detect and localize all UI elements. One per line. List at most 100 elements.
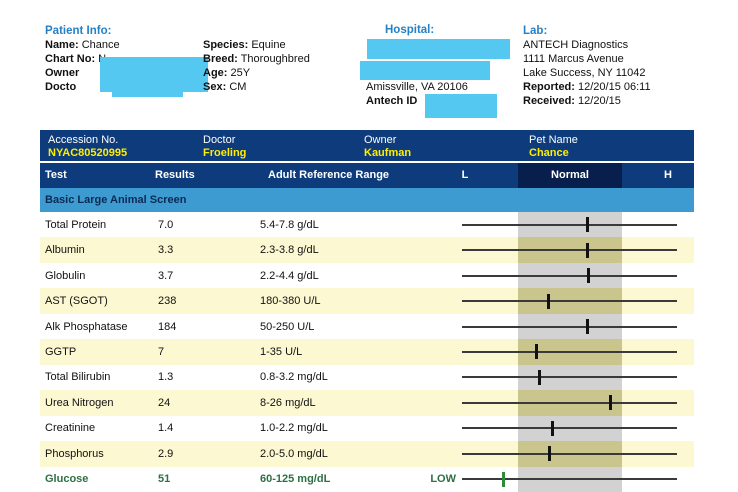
table-row: GGTP 7 1-35 U/L	[40, 339, 694, 365]
test-name: Total Protein	[45, 218, 107, 231]
result-tick	[586, 319, 590, 335]
table-row: Urea Nitrogen 24 8-26 mg/dL	[40, 390, 694, 416]
section-title-bar: Basic Large Animal Screen	[40, 188, 694, 212]
table-row: Total Protein 7.0 5.4-7.8 g/dL	[40, 212, 694, 238]
name-value: Chance	[81, 39, 120, 51]
results-rows: Total Protein 7.0 5.4-7.8 g/dL Albumin 3.3 2.…	[40, 212, 694, 492]
species-value: Equine	[251, 39, 286, 51]
range-line	[462, 452, 677, 455]
received-label: Received:	[523, 95, 575, 107]
sex-value: CM	[229, 81, 247, 93]
table-row: Total Bilirubin 1.3 0.8-3.2 mg/dL	[40, 364, 694, 391]
antech-id-redaction-box	[425, 94, 497, 118]
lab-address-1: 1111 Marcus Avenue	[523, 53, 624, 65]
patient-redaction-box-2	[112, 88, 183, 97]
reference-range: 1.0-2.2 mg/dL	[260, 422, 328, 435]
hospital-redaction-box-1	[367, 39, 510, 59]
reference-range: 60-125 mg/dL	[260, 473, 331, 486]
result-value: 3.7	[158, 269, 174, 282]
reference-range: 1-35 U/L	[260, 345, 303, 358]
received-value: 12/20/15	[578, 95, 621, 107]
accession-no-value: NYAC80520995	[48, 147, 128, 159]
result-tick	[551, 420, 555, 436]
name-label: Name:	[45, 39, 79, 51]
species-line: Species: Equine	[203, 38, 310, 52]
doctor-col-value: Froeling	[203, 147, 247, 159]
doctor-label: Docto	[45, 81, 77, 93]
result-tick	[587, 268, 591, 284]
table-row: Glucose 51 60-125 mg/dL LOW	[40, 466, 694, 492]
species-label: Species:	[203, 39, 249, 51]
results-column-header: Results	[155, 169, 195, 181]
table-row: Alk Phosphatase 184 50-250 U/L	[40, 313, 694, 340]
result-tick	[502, 471, 506, 487]
patient-info-block: Patient Info: Name: Chance Chart No: N O…	[45, 24, 120, 94]
result-value: 1.4	[158, 422, 174, 435]
breed-label: Breed:	[203, 53, 238, 65]
owner-col-label: Owner	[364, 134, 397, 146]
age-line: Age: 25Y	[203, 66, 310, 80]
pet-name-col-label: Pet Name	[529, 134, 578, 146]
test-name: Albumin	[45, 244, 85, 257]
result-tick	[585, 242, 589, 258]
patient-doctor-line: Docto	[45, 80, 120, 94]
reported-label: Reported:	[523, 81, 575, 93]
antech-id-label: Antech ID	[366, 95, 418, 107]
result-value: 24	[158, 396, 171, 409]
range-line	[462, 427, 677, 430]
result-value: 2.9	[158, 447, 174, 460]
lab-received-line: Received: 12/20/15	[523, 94, 651, 108]
range-line	[462, 376, 677, 379]
lab-block: Lab: ANTECH Diagnostics 1111 Marcus Aven…	[523, 24, 651, 108]
table-row: Albumin 3.3 2.3-3.8 g/dL	[40, 237, 694, 263]
hospital-heading: Hospital:	[385, 24, 435, 36]
reference-range: 0.8-3.2 mg/dL	[260, 371, 328, 384]
pet-name-col-value: Chance	[529, 147, 569, 159]
accession-no-label: Accession No.	[48, 134, 119, 146]
reference-range: 2.3-3.8 g/dL	[260, 244, 319, 257]
range-line	[462, 300, 677, 303]
range-line	[462, 350, 677, 353]
result-value: 3.3	[158, 244, 174, 257]
test-name: Phosphorus	[45, 447, 104, 460]
range-line	[462, 249, 677, 252]
patient-redaction-box	[100, 57, 208, 92]
sex-label: Sex:	[203, 81, 227, 93]
hospital-redaction-box-2	[360, 61, 490, 80]
test-name: AST (SGOT)	[45, 295, 108, 308]
result-tick	[585, 217, 589, 233]
result-tick	[538, 369, 542, 385]
reference-range: 8-26 mg/dL	[260, 396, 316, 409]
lab-address-2: Lake Success, NY 11042	[523, 67, 646, 79]
owner-col-value: Kaufman	[364, 147, 412, 159]
result-tick	[608, 395, 612, 411]
table-row: Creatinine 1.4 1.0-2.2 mg/dL	[40, 415, 694, 442]
accession-bar: Accession No. NYAC80520995 Doctor Froeli…	[40, 130, 694, 161]
result-value: 7	[158, 345, 165, 358]
patient-name-line: Name: Chance	[45, 38, 120, 52]
breed-line: Breed: Thoroughbred	[203, 52, 310, 66]
owner-label: Owner	[45, 67, 80, 79]
range-column-header: Adult Reference Range	[268, 169, 390, 181]
lab-reported-line: Reported: 12/20/15 06:11	[523, 80, 651, 94]
result-tick	[546, 293, 550, 309]
reference-range: 50-250 U/L	[260, 320, 315, 333]
range-line	[462, 223, 677, 226]
lab-heading: Lab:	[523, 25, 548, 37]
test-name: Globulin	[45, 269, 86, 282]
result-value: 238	[158, 295, 177, 308]
result-tick	[534, 344, 538, 360]
result-tick	[547, 446, 551, 462]
result-value: 1.3	[158, 371, 174, 384]
reference-range: 2.0-5.0 mg/dL	[260, 447, 328, 460]
high-column-header: H	[664, 169, 672, 181]
test-name: Glucose	[45, 473, 89, 486]
test-name: GGTP	[45, 345, 77, 358]
test-name: Urea Nitrogen	[45, 396, 114, 409]
result-value: 51	[158, 473, 171, 486]
patient-info-heading: Patient Info:	[45, 25, 112, 37]
result-flag: LOW	[430, 473, 456, 486]
signalment-block: Species: Equine Breed: Thoroughbred Age:…	[203, 38, 310, 94]
table-row: Globulin 3.7 2.2-4.4 g/dL	[40, 262, 694, 289]
test-name: Creatinine	[45, 422, 96, 435]
